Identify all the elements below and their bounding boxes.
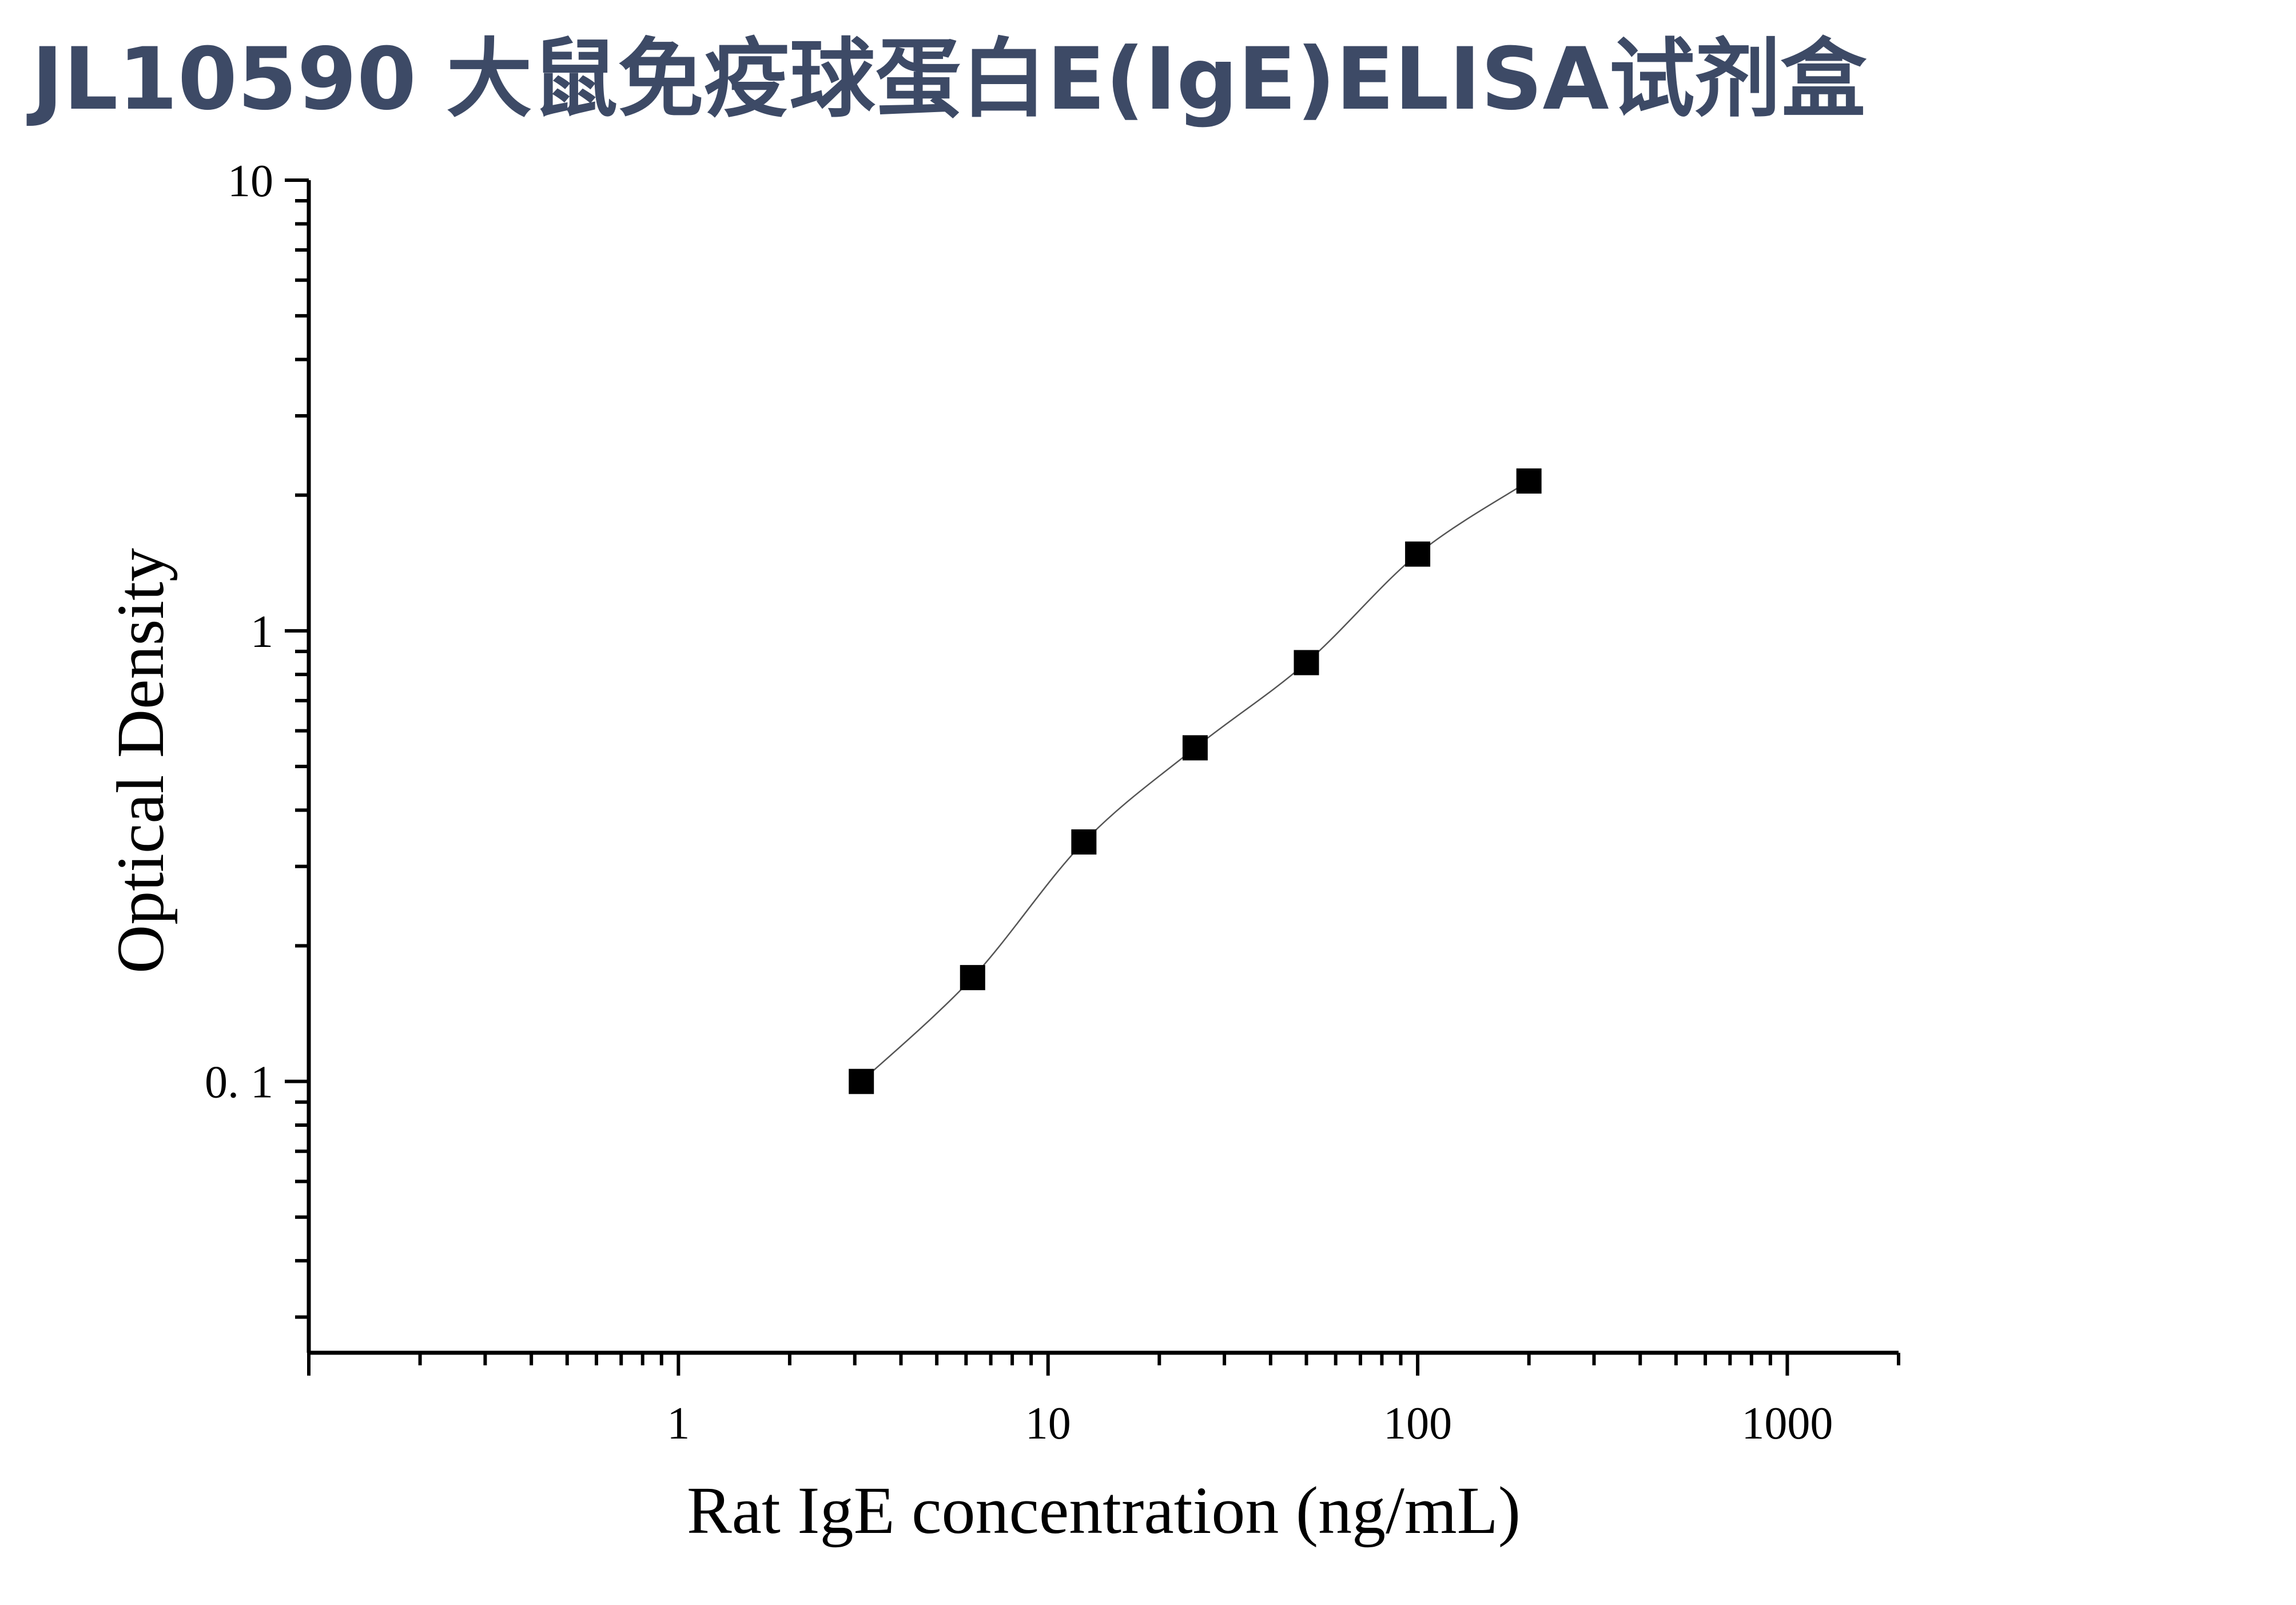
data-point [960, 965, 985, 991]
data-point [1294, 650, 1319, 676]
x-axis-ticks [307, 1353, 1900, 1376]
data-point [1405, 541, 1431, 567]
data-point [1182, 735, 1208, 761]
x-tick-label: 10 [1025, 1399, 1071, 1449]
data-point [1071, 829, 1097, 855]
axes [307, 180, 1899, 1355]
data-point [849, 1068, 874, 1094]
data-points-layer [849, 468, 1542, 1094]
fit-curve-layer [861, 480, 1530, 1082]
y-tick-label: 1 [250, 607, 273, 657]
y-tick-label: 10 [228, 156, 273, 206]
data-point [1516, 468, 1542, 494]
x-tick-label: 100 [1383, 1399, 1452, 1449]
x-axis-label: Rat IgE concentration (ng/mL) [687, 1473, 1521, 1548]
y-axis-label: Optical Density [103, 548, 178, 974]
y-axis-ticks [285, 178, 309, 1319]
y-tick-label: 0. 1 [205, 1058, 273, 1108]
x-axis-tick-labels: 1 10 100 1000 [667, 1399, 1833, 1449]
chart-title: JL10590 大鼠免疫球蛋白E(IgE)ELISA试剂盒 [26, 30, 1867, 129]
x-tick-label: 1000 [1741, 1399, 1833, 1449]
x-tick-label: 1 [667, 1399, 690, 1449]
y-axis-tick-labels: 0. 1 1 10 [205, 156, 273, 1108]
fit-curve [861, 480, 1530, 1082]
